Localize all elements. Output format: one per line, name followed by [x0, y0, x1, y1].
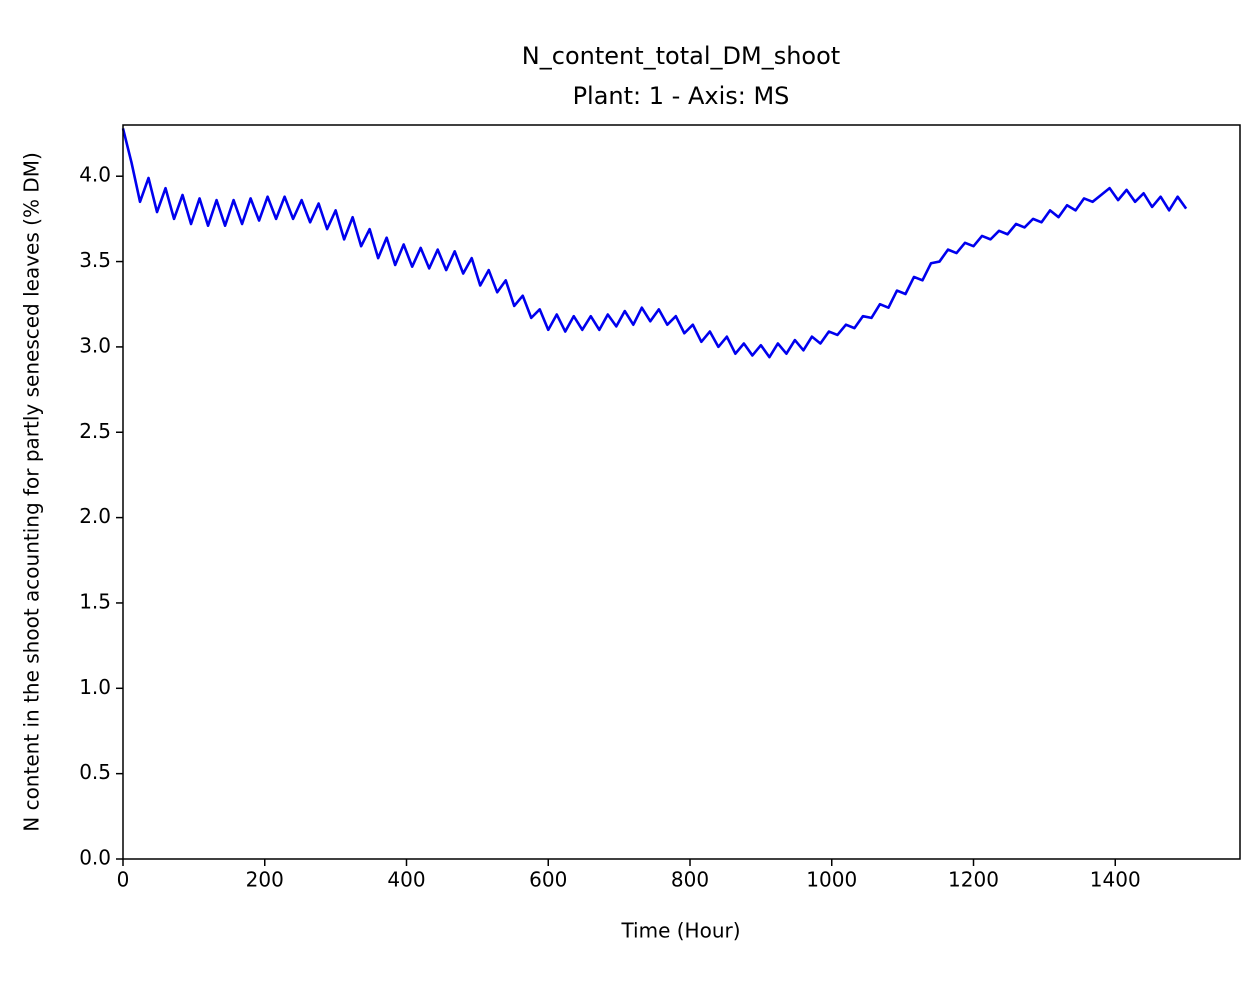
x-tick-label: 400: [387, 868, 425, 892]
plot-frame: [122, 124, 1241, 860]
y-tick-label: 3.0: [79, 333, 111, 357]
chart-subtitle: Plant: 1 - Axis: MS: [573, 82, 790, 110]
y-tick-label: 0.5: [79, 760, 111, 784]
y-tick-label: 1.5: [79, 589, 111, 613]
y-tick-label: 3.5: [79, 248, 111, 272]
x-tick-label: 200: [246, 868, 284, 892]
x-tick-label: 1400: [1090, 868, 1141, 892]
data-line: [121, 128, 1188, 359]
x-axis-label: Time (Hour): [620, 919, 740, 943]
y-tick-label: 1.0: [79, 675, 111, 699]
x-tick-label: 0: [117, 868, 130, 892]
x-tick-label: 600: [529, 868, 567, 892]
y-tick-label: 4.0: [79, 163, 111, 187]
y-tick-label: 2.0: [79, 504, 111, 528]
y-axis-label: N content in the shoot acounting for par…: [20, 152, 44, 832]
chart-title: N_content_total_DM_shoot: [522, 42, 840, 70]
x-tick-label: 1200: [948, 868, 999, 892]
x-tick-label: 800: [671, 868, 709, 892]
x-tick-label: 1000: [806, 868, 857, 892]
y-tick-label: 2.5: [79, 419, 111, 443]
y-tick-label: 0.0: [79, 846, 111, 870]
